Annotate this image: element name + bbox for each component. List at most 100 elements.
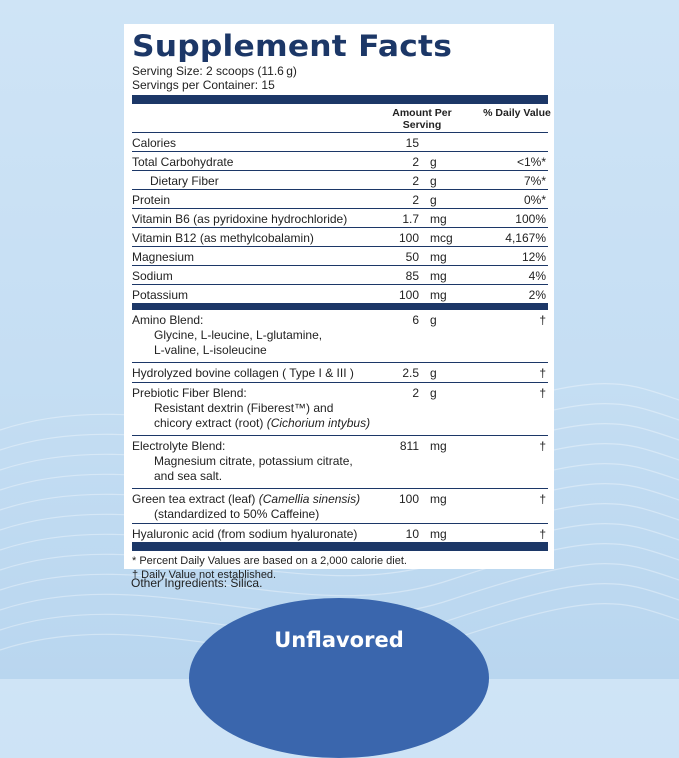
blend-dv: † [539, 313, 546, 327]
flavor-badge [189, 598, 489, 758]
nutrient-unit: mg [430, 269, 447, 283]
nutrient-name: Vitamin B12 (as methylcobalamin) [132, 231, 314, 245]
blend-row-amino: Amino Blend: Glycine, L-leucine, L-gluta… [132, 310, 548, 363]
servings-per-container: Servings per Container: 15 [132, 78, 275, 92]
nutrient-dv: 4,167% [505, 231, 546, 245]
blend-unit: g [430, 366, 437, 380]
blend-dv: † [539, 366, 546, 380]
nutrient-unit: mg [430, 250, 447, 264]
blend-amount: 811 [399, 439, 419, 453]
nutrient-name: Calories [132, 136, 177, 150]
blend-name-text: Green tea extract (leaf) [132, 492, 259, 506]
nutrient-dv: 2% [528, 288, 546, 302]
divider-thick [132, 95, 548, 104]
blend-name: Green tea extract (leaf) (Camellia sinen… [132, 492, 360, 506]
nutrient-name: Vitamin B6 (as pyridoxine hydrochloride) [132, 212, 348, 226]
nutrient-row: Vitamin B12 (as methylcobalamin) 100 mcg… [132, 228, 548, 247]
divider-thick [132, 542, 548, 551]
blend-row-prebiotic: Prebiotic Fiber Blend: Resistant dextrin… [132, 383, 548, 436]
nutrient-amount: 15 [405, 136, 419, 150]
blend-ingredients: Magnesium citrate, potassium citrate, [154, 454, 353, 468]
serving-size: Serving Size: 2 scoops (11.6 g) [132, 64, 297, 78]
nutrient-name: Sodium [132, 269, 173, 283]
nutrient-amount: 100 [398, 231, 419, 245]
flavor-badge-label: Unflavored [274, 628, 404, 652]
divider-medium [132, 303, 548, 310]
blend-unit: mg [430, 527, 447, 541]
nutrient-amount: 50 [405, 250, 419, 264]
nutrient-name: Dietary Fiber [150, 174, 219, 188]
botanical-name: (Camellia sinensis) [258, 492, 361, 506]
nutrient-row: Calories 15 [132, 133, 548, 152]
nutrient-unit: mg [430, 212, 447, 226]
blend-amount: 2 [412, 386, 419, 400]
nutrient-unit: g [430, 193, 437, 207]
blend-unit: mg [430, 492, 447, 506]
nutrient-row: Dietary Fiber 2 g 7%* [132, 171, 548, 190]
footnote-dagger: † Daily Value not established. [132, 569, 277, 581]
blend-unit: g [430, 313, 437, 327]
nutrient-row: Vitamin B6 (as pyridoxine hydrochloride)… [132, 209, 548, 228]
footnotes: * Percent Daily Values are based on a 2,… [132, 551, 548, 582]
nutrient-row: Potassium 100 mg 2% [132, 285, 548, 303]
nutrient-dv: 12% [521, 250, 546, 264]
blend-dv: † [539, 386, 546, 400]
footnote-percent: * Percent Daily Values are based on a 2,… [132, 555, 407, 567]
nutrient-amount: 2 [412, 155, 419, 169]
nutrient-unit: mcg [430, 231, 453, 245]
header-daily-value: % Daily Value [483, 107, 551, 119]
nutrient-dv: 4% [528, 269, 546, 283]
blend-name: Electrolyte Blend: [132, 439, 226, 453]
blend-ingredients: L-valine, L-isoleucine [154, 343, 267, 357]
nutrient-dv: 100% [515, 212, 546, 226]
header-amount-per-serving: Amount Per Serving [392, 107, 452, 131]
blend-amount: 100 [398, 492, 419, 506]
blend-ingredients: (standardized to 50% Caffeine) [154, 507, 320, 521]
nutrient-name: Total Carbohydrate [132, 155, 234, 169]
blend-row-hyaluronic: Hyaluronic acid (from sodium hyaluronate… [132, 524, 548, 542]
nutrient-name: Magnesium [132, 250, 195, 264]
nutrient-unit: mg [430, 288, 447, 302]
blend-ingredients: Resistant dextrin (Fiberest™) and [154, 401, 334, 415]
blend-ingredients-text: chicory extract (root) [154, 416, 267, 430]
nutrient-row: Total Carbohydrate 2 g <1%* [132, 152, 548, 171]
blend-dv: † [539, 492, 546, 506]
blend-ingredients: chicory extract (root) (Cichorium intybu… [154, 416, 370, 431]
blend-name: Hyaluronic acid (from sodium hyaluronate… [132, 527, 358, 541]
nutrient-row: Magnesium 50 mg 12% [132, 247, 548, 266]
nutrient-amount: 100 [398, 288, 419, 302]
nutrient-row: Protein 2 g 0%* [132, 190, 548, 209]
nutrient-dv: 0%* [523, 193, 546, 207]
blend-ingredients: and sea salt. [154, 469, 223, 483]
nutrient-amount: 2 [412, 193, 419, 207]
column-header-row: Amount Per Serving % Daily Value [132, 104, 551, 133]
nutrient-amount: 2 [412, 174, 419, 188]
blend-amount: 10 [405, 527, 419, 541]
blend-amount: 2.5 [402, 366, 419, 380]
nutrient-unit: g [430, 155, 437, 169]
nutrient-name: Protein [132, 193, 171, 207]
botanical-name: (Cichorium intybus) [266, 416, 371, 430]
nutrient-row: Sodium 85 mg 4% [132, 266, 548, 285]
blend-name: Hydrolyzed bovine collagen ( Type I & II… [132, 366, 354, 380]
nutrient-unit: g [430, 174, 437, 188]
nutrient-dv: 7%* [523, 174, 546, 188]
other-ingredients: Other Ingredients: Silica. [131, 576, 263, 590]
blend-name: Amino Blend: [132, 313, 204, 327]
blend-unit: mg [430, 439, 447, 453]
blend-unit: g [430, 386, 437, 400]
nutrient-name: Potassium [132, 288, 189, 302]
blend-row-collagen: Hydrolyzed bovine collagen ( Type I & II… [132, 363, 548, 383]
blend-ingredients: Glycine, L-leucine, L-glutamine, [154, 328, 323, 342]
supplement-facts-panel: Supplement Facts Serving Size: 2 scoops … [124, 24, 554, 581]
blend-row-electrolyte: Electrolyte Blend: Magnesium citrate, po… [132, 436, 548, 489]
blend-dv: † [539, 527, 546, 541]
blend-dv: † [539, 439, 546, 453]
nutrient-amount: 85 [405, 269, 419, 283]
blend-row-green-tea: Green tea extract (leaf) (Camellia sinen… [132, 489, 548, 524]
blend-name: Prebiotic Fiber Blend: [132, 386, 247, 400]
panel-title: Supplement Facts [132, 29, 453, 63]
nutrient-amount: 1.7 [402, 212, 419, 226]
blend-amount: 6 [412, 313, 419, 327]
nutrient-dv: <1%* [516, 155, 546, 169]
